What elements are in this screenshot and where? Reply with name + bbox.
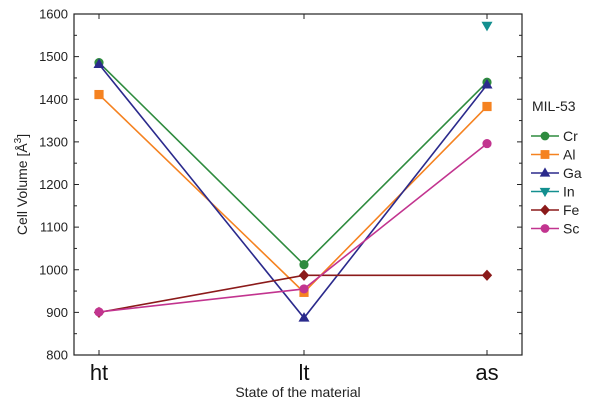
legend-label-ga: Ga (563, 165, 582, 181)
legend-marker-sc (540, 224, 550, 233)
data-point-al-ht (94, 89, 104, 100)
legend-marker-fe (540, 204, 550, 216)
data-point-cr-lt (299, 260, 309, 270)
legend-label-sc: Sc (563, 221, 579, 237)
data-point-sc-as (482, 138, 492, 149)
y-tick-label: 1600 (39, 7, 68, 22)
legend-marker-in (539, 187, 551, 198)
legend: MIL-53 Cr Al Ga In Fe Sc (531, 98, 582, 237)
legend-item-ga: Ga (531, 165, 582, 181)
legend-label-al: Al (563, 147, 575, 163)
series-line-al (98, 93, 488, 294)
legend-marker-al (540, 150, 550, 159)
y-axis-title-main: Cell Volume [Å (14, 143, 30, 235)
x-category-label-lt: lt (299, 360, 310, 385)
legend-label-fe: Fe (563, 202, 580, 218)
y-tick-label: 1000 (39, 262, 68, 277)
y-tick-label: 800 (46, 348, 68, 363)
legend-label-cr: Cr (563, 128, 578, 144)
series-in (481, 21, 493, 32)
plot-frame (73, 13, 523, 356)
x-axis-title: State of the material (235, 384, 360, 400)
legend-title: MIL-53 (532, 98, 576, 114)
data-point-ga-ht (93, 58, 105, 69)
data-point-sc-lt (299, 284, 309, 294)
series-ga (93, 58, 493, 322)
data-point-in-as (481, 21, 493, 32)
legend-item-fe: Fe (531, 202, 580, 218)
series-line-sc (98, 142, 488, 313)
series-fe (93, 269, 493, 319)
data-point-ga-as (481, 78, 493, 89)
data-point-fe-lt (298, 269, 310, 281)
y-tick-label: 1300 (39, 134, 68, 149)
legend-label-in: In (563, 184, 575, 200)
y-tick-label: 1200 (39, 177, 68, 192)
y-axis-title-superscript: 3 (13, 137, 24, 143)
series-al (94, 89, 492, 297)
series-sc (94, 138, 492, 317)
y-tick-label: 900 (46, 305, 68, 320)
y-tick-label: 1500 (39, 49, 68, 64)
series-layer (93, 21, 493, 322)
legend-item-al: Al (531, 147, 575, 163)
x-category-label-ht: ht (90, 360, 108, 385)
legend-marker-cr (540, 131, 550, 141)
y-tick-label: 1100 (40, 220, 68, 235)
axes: 800 900 1000 1100 1200 1300 1400 1500 1600 ht lt as (39, 7, 523, 385)
data-point-al-as (482, 101, 492, 112)
y-axis-title-close: ] (14, 134, 30, 138)
legend-item-in: In (531, 184, 575, 200)
legend-marker-ga (539, 167, 551, 177)
data-point-ga-lt (298, 312, 310, 322)
x-category-label-as: as (475, 360, 498, 385)
series-line-cr (98, 62, 488, 266)
series-line-ga (98, 63, 488, 320)
data-point-sc-ht (94, 307, 104, 317)
legend-item-sc: Sc (531, 221, 579, 237)
y-axis-title: Cell Volume [Å3] (13, 134, 30, 235)
legend-item-cr: Cr (531, 128, 578, 144)
data-point-fe-as (481, 269, 493, 281)
y-tick-label: 1400 (39, 92, 68, 107)
